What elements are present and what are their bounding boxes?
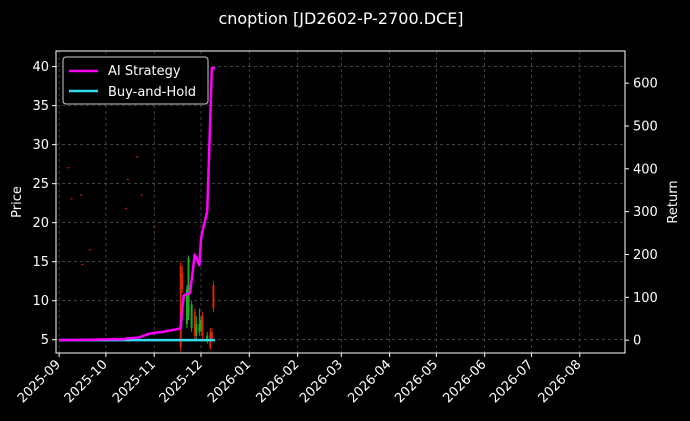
candle-body — [81, 264, 84, 266]
candle-body — [67, 167, 70, 169]
right-y-axis: 0 100 200 300 400 500 600 — [625, 77, 658, 349]
y-right-tick-label: 0 — [633, 334, 641, 349]
candle-body — [185, 289, 188, 325]
candle-body — [201, 316, 204, 336]
candle-body — [187, 257, 190, 317]
candle-body — [199, 320, 202, 329]
y-left-tick-label: 40 — [32, 60, 49, 75]
candle-body — [198, 324, 201, 332]
y-right-tick-label: 500 — [633, 119, 658, 134]
y-left-label: Price — [10, 186, 25, 218]
y-left-tick-label: 30 — [32, 138, 49, 153]
y-left-tick-label: 15 — [32, 255, 49, 270]
candle-body — [70, 198, 73, 200]
y-left-tick-label: 5 — [41, 333, 49, 348]
chart-title: cnoption [JD2602-P-2700.DCE] — [218, 9, 463, 28]
series-line-ai-strategy — [59, 66, 216, 342]
candle-body — [136, 156, 139, 158]
legend-box — [62, 56, 209, 105]
candle-body — [126, 178, 129, 180]
legend-label-ai-strategy: AI Strategy — [108, 64, 181, 79]
y-right-label: Return — [666, 180, 681, 223]
y-right-tick-label: 400 — [633, 162, 658, 177]
plot-frame — [55, 50, 626, 354]
y-right-tick-label: 100 — [633, 291, 658, 306]
candle-body — [206, 335, 209, 340]
legend: AI Strategy Buy-and-Hold — [62, 56, 209, 105]
candle-body — [79, 194, 82, 196]
candle-body — [140, 194, 143, 196]
candle-body — [153, 226, 156, 228]
candle-body — [193, 312, 196, 336]
y-left-tick-label: 25 — [32, 177, 49, 192]
candles — [67, 156, 215, 352]
candle-body — [210, 331, 213, 340]
candle-body — [179, 265, 182, 348]
candle-body — [125, 207, 128, 209]
y-right-tick-label: 200 — [633, 248, 658, 263]
candle-body — [89, 249, 92, 251]
y-left-tick-label: 10 — [32, 294, 49, 309]
y-right-tick-label: 600 — [633, 77, 658, 92]
candle-body — [190, 304, 193, 329]
left-y-axis: 5 10 15 20 25 30 35 40 — [32, 60, 56, 348]
candle-body — [195, 324, 198, 336]
series-lines — [59, 66, 216, 342]
legend-label-buy-and-hold: Buy-and-Hold — [108, 85, 196, 100]
candle-body — [181, 273, 184, 290]
candle-body — [212, 285, 215, 309]
y-left-tick-label: 20 — [32, 216, 49, 231]
y-left-tick-label: 35 — [32, 99, 49, 114]
y-right-tick-label: 300 — [633, 205, 658, 220]
